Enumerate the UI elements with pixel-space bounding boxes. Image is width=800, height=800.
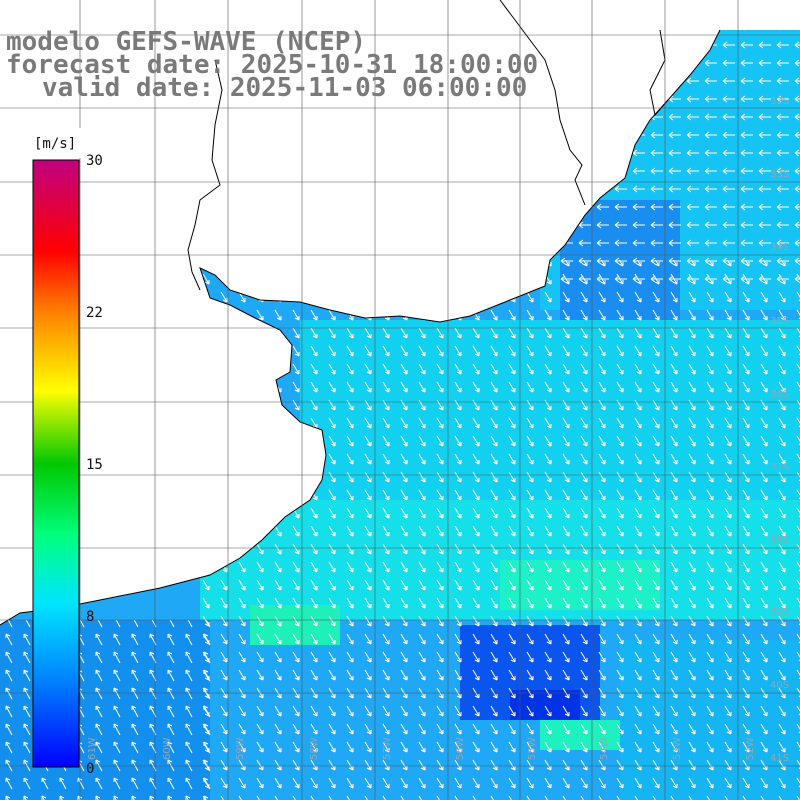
lon-label: 60W	[162, 737, 173, 760]
colorbar: [m/s] 30 22 15 8 0	[26, 128, 103, 777]
lon-label: 56W	[455, 737, 466, 760]
lat-labels: 32S 33S 34S 35S 36S 37S 38S 39S 40S 41S	[770, 96, 789, 764]
lat-label: 34S	[770, 242, 789, 253]
title-model: modelo GEFS-WAVE (NCEP)	[6, 27, 366, 57]
colorbar-tick: 0	[86, 761, 94, 777]
river-border-line	[187, 59, 223, 291]
lon-label: 54W	[599, 737, 610, 760]
lat-label: 38S	[770, 535, 789, 546]
lon-labels: 61W 60W 59W 58W 57W 56W 55W 54W 53W 52W	[87, 737, 756, 760]
title-valid-date: valid date: 2025-11-03 06:00:00	[42, 73, 527, 103]
lat-label: 36S	[770, 389, 789, 400]
lat-label: 32S	[770, 96, 789, 107]
colorbar-tick: 15	[86, 457, 103, 473]
map-title: modelo GEFS-WAVE (NCEP) forecast date: 2…	[6, 27, 538, 103]
lon-label: 52W	[745, 737, 756, 760]
colorbar-tick: 8	[86, 609, 94, 625]
lat-label: 33S	[770, 169, 789, 180]
colorbar-gradient	[32, 159, 80, 768]
lon-label: 59W	[235, 737, 246, 760]
colorbar-tick: 22	[86, 305, 103, 321]
title-forecast-date: forecast date: 2025-10-31 18:00:00	[6, 50, 538, 80]
lon-label: 53W	[672, 737, 683, 760]
lat-label: 41S	[770, 753, 789, 764]
lat-label: 40S	[770, 680, 789, 691]
lat-label: 39S	[770, 607, 789, 618]
uruguay-border-line	[499, 0, 586, 206]
colorbar-tick: 30	[86, 153, 103, 169]
lagoon-line	[649, 29, 669, 117]
lon-label: 57W	[382, 737, 393, 760]
coastline	[0, 29, 721, 626]
lat-label: 35S	[770, 316, 789, 327]
lon-label: 58W	[309, 737, 320, 760]
lat-label: 37S	[770, 462, 789, 473]
wind-arrows-main	[200, 260, 800, 800]
lon-label: 55W	[527, 737, 538, 760]
lon-label: 61W	[87, 737, 98, 760]
colorbar-unit: [m/s]	[34, 136, 76, 152]
colorbar-frame	[26, 128, 86, 158]
